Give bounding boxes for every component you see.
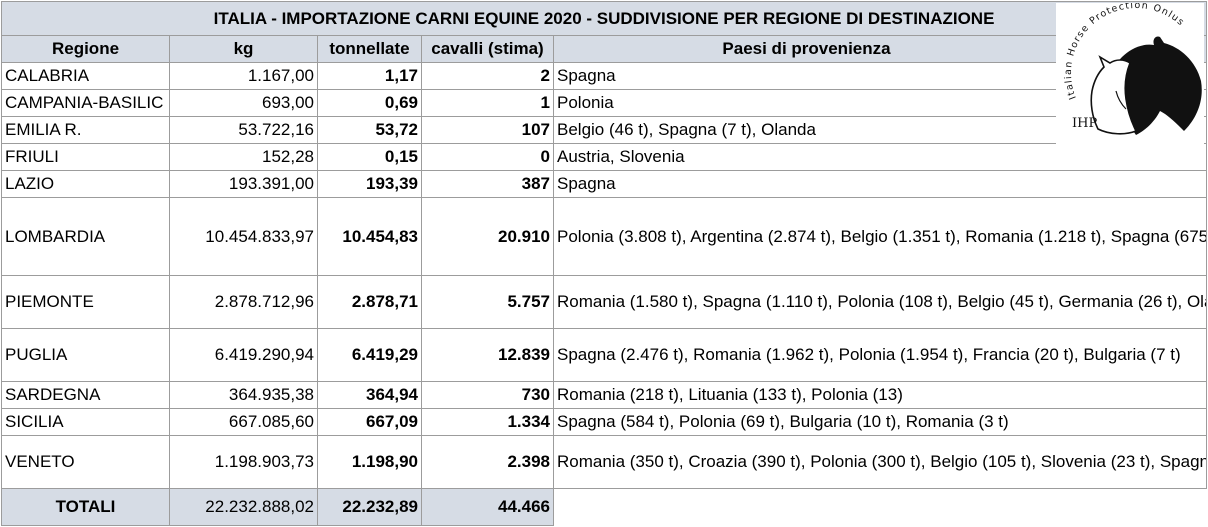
horses-cell: 0 bbox=[421, 143, 554, 171]
kg-cell: 1.198.903,73 bbox=[169, 435, 318, 489]
region-cell: SARDEGNA bbox=[1, 381, 170, 409]
header-tonnellate: tonnellate bbox=[317, 35, 422, 63]
table-row: CAMPANIA-BASILIC 693,00 0,69 1 Polonia bbox=[1, 89, 1208, 117]
region-cell: PIEMONTE bbox=[1, 275, 170, 329]
table-row: SICILIA 667.085,60 667,09 1.334 Spagna (… bbox=[1, 408, 1208, 436]
title-row: ITALIA - IMPORTAZIONE CARNI EQUINE 2020 … bbox=[0, 1, 1208, 36]
table-row: FRIULI 152,28 0,15 0 Austria, Slovenia bbox=[1, 143, 1208, 171]
table-row: PIEMONTE 2.878.712,96 2.878,71 5.757 Rom… bbox=[1, 275, 1208, 329]
kg-cell: 693,00 bbox=[169, 89, 318, 117]
table-row: VENETO 1.198.903,73 1.198,90 2.398 Roman… bbox=[1, 435, 1208, 489]
tonnes-cell: 0,15 bbox=[317, 143, 422, 171]
kg-cell: 2.878.712,96 bbox=[169, 275, 318, 329]
horses-cell: 5.757 bbox=[421, 275, 554, 329]
countries-cell: Romania (350 t), Croazia (390 t), Poloni… bbox=[552, 435, 1208, 489]
countries-cell: Romania (218 t), Lituania (133 t), Polon… bbox=[552, 381, 1208, 409]
horses-cell: 2 bbox=[421, 62, 554, 90]
region-cell: PUGLIA bbox=[1, 328, 170, 382]
table-row: CALABRIA 1.167,00 1,17 2 Spagna bbox=[1, 62, 1208, 90]
kg-cell: 667.085,60 bbox=[169, 408, 318, 436]
tonnes-cell: 6.419,29 bbox=[317, 328, 422, 382]
tonnes-cell: 10.454,83 bbox=[317, 197, 422, 276]
region-cell: CALABRIA bbox=[1, 62, 170, 90]
region-cell: LAZIO bbox=[1, 170, 170, 198]
tonnes-cell: 193,39 bbox=[317, 170, 422, 198]
horses-cell: 387 bbox=[421, 170, 554, 198]
totals-row: TOTALI 22.232.888,02 22.232,89 44.466 bbox=[1, 488, 1207, 526]
countries-cell: Spagna bbox=[552, 170, 1208, 198]
totals-horses: 44.466 bbox=[421, 488, 554, 526]
table-row: LAZIO 193.391,00 193,39 387 Spagna bbox=[1, 170, 1208, 198]
countries-cell: Spagna (2.476 t), Romania (1.962 t), Pol… bbox=[552, 328, 1208, 382]
horses-cell: 730 bbox=[421, 381, 554, 409]
kg-cell: 53.722,16 bbox=[169, 116, 318, 144]
logo-initials: IHP bbox=[1072, 116, 1097, 131]
tonnes-cell: 0,69 bbox=[317, 89, 422, 117]
totals-empty-cell bbox=[553, 488, 1207, 526]
kg-cell: 364.935,38 bbox=[169, 381, 318, 409]
table-title: ITALIA - IMPORTAZIONE CARNI EQUINE 2020 … bbox=[0, 1, 1208, 36]
countries-cell: Romania (1.580 t), Spagna (1.110 t), Pol… bbox=[552, 275, 1208, 329]
table-row: EMILIA R. 53.722,16 53,72 107 Belgio (46… bbox=[1, 116, 1208, 144]
horse-logo-icon: Italian Horse Protection Onlus IHP bbox=[1063, 0, 1202, 136]
region-cell: VENETO bbox=[1, 435, 170, 489]
header-kg: kg bbox=[169, 35, 318, 63]
horses-cell: 107 bbox=[421, 116, 554, 144]
horses-cell: 12.839 bbox=[421, 328, 554, 382]
tonnes-cell: 364,94 bbox=[317, 381, 422, 409]
table-row: PUGLIA 6.419.290,94 6.419,29 12.839 Spag… bbox=[1, 328, 1208, 382]
region-cell: CAMPANIA-BASILIC bbox=[1, 89, 170, 117]
countries-cell: Polonia (3.808 t), Argentina (2.874 t), … bbox=[552, 197, 1208, 276]
totals-tonnes: 22.232,89 bbox=[317, 488, 422, 526]
header-cavalli: cavalli (stima) bbox=[421, 35, 554, 63]
countries-cell: Spagna (584 t), Polonia (69 t), Bulgaria… bbox=[552, 408, 1208, 436]
tonnes-cell: 53,72 bbox=[317, 116, 422, 144]
tonnes-cell: 2.878,71 bbox=[317, 275, 422, 329]
totals-label: TOTALI bbox=[1, 488, 170, 526]
table-row: LOMBARDIA 10.454.833,97 10.454,83 20.910… bbox=[1, 197, 1208, 276]
ihp-logo: Italian Horse Protection Onlus IHP bbox=[1056, 0, 1204, 151]
totals-kg: 22.232.888,02 bbox=[169, 488, 318, 526]
kg-cell: 6.419.290,94 bbox=[169, 328, 318, 382]
kg-cell: 193.391,00 bbox=[169, 170, 318, 198]
region-cell: SICILIA bbox=[1, 408, 170, 436]
region-cell: EMILIA R. bbox=[1, 116, 170, 144]
kg-cell: 152,28 bbox=[169, 143, 318, 171]
horses-cell: 1 bbox=[421, 89, 554, 117]
region-cell: LOMBARDIA bbox=[1, 197, 170, 276]
horses-cell: 20.910 bbox=[421, 197, 554, 276]
header-regione: Regione bbox=[1, 35, 170, 63]
tonnes-cell: 667,09 bbox=[317, 408, 422, 436]
tonnes-cell: 1.198,90 bbox=[317, 435, 422, 489]
region-cell: FRIULI bbox=[1, 143, 170, 171]
table-row: SARDEGNA 364.935,38 364,94 730 Romania (… bbox=[1, 381, 1208, 409]
header-row: Regione kg tonnellate cavalli (stima) Pa… bbox=[1, 35, 1208, 63]
horses-cell: 1.334 bbox=[421, 408, 554, 436]
tonnes-cell: 1,17 bbox=[317, 62, 422, 90]
kg-cell: 1.167,00 bbox=[169, 62, 318, 90]
horses-cell: 2.398 bbox=[421, 435, 554, 489]
kg-cell: 10.454.833,97 bbox=[169, 197, 318, 276]
